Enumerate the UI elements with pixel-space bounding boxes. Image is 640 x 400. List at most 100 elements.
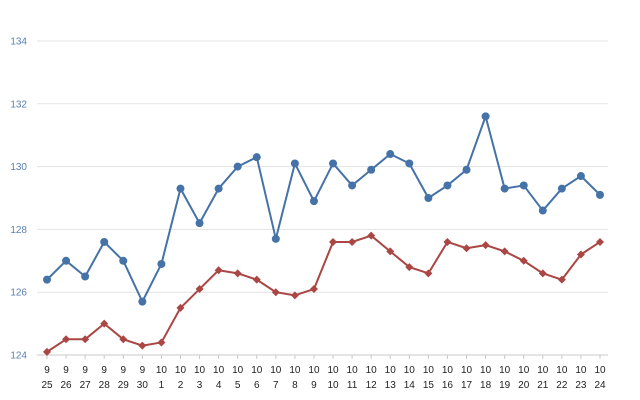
y-tick-label: 132 [10, 99, 27, 110]
x-tick-day: 19 [499, 380, 511, 391]
data-point [290, 159, 299, 168]
x-tick-month: 9 [44, 365, 50, 376]
data-point [100, 237, 109, 246]
data-point [386, 247, 395, 256]
data-point [557, 275, 566, 284]
y-tick-label: 134 [10, 37, 27, 48]
x-tick-day: 13 [385, 380, 397, 391]
data-point [329, 237, 338, 246]
data-point [271, 234, 280, 243]
data-point [214, 266, 223, 275]
data-point [576, 250, 585, 259]
x-tick-day: 24 [594, 380, 606, 391]
series-1 [43, 112, 604, 306]
data-point [81, 335, 90, 344]
data-point [195, 285, 204, 294]
data-point [519, 256, 528, 265]
x-tick-month: 10 [327, 365, 339, 376]
x-tick-month: 10 [556, 365, 568, 376]
data-point [386, 150, 395, 159]
x-tick-day: 6 [254, 380, 260, 391]
x-tick-month: 10 [308, 365, 320, 376]
data-point [462, 165, 471, 174]
y-tick-label: 128 [10, 225, 27, 236]
data-point [329, 159, 338, 168]
data-point [119, 256, 128, 265]
data-point [596, 237, 604, 246]
x-tick-month: 10 [461, 365, 473, 376]
data-point [62, 256, 71, 265]
x-tick-month: 10 [518, 365, 530, 376]
x-tick-day: 9 [311, 380, 317, 391]
x-tick-day: 17 [461, 380, 473, 391]
data-point [195, 219, 204, 228]
data-point [462, 244, 471, 253]
data-point [214, 184, 223, 193]
data-point [290, 291, 299, 300]
x-tick-month: 9 [120, 365, 126, 376]
data-point [481, 241, 490, 250]
x-tick-month: 10 [213, 365, 225, 376]
x-tick-month: 10 [499, 365, 511, 376]
data-point [157, 338, 166, 347]
data-point [176, 303, 185, 312]
x-tick-day: 26 [61, 380, 73, 391]
data-point [405, 263, 414, 272]
data-point [252, 275, 261, 284]
x-tick-day: 8 [292, 380, 298, 391]
data-point [271, 288, 280, 297]
data-point [119, 335, 128, 344]
data-point [481, 112, 490, 121]
gridlines [37, 40, 608, 293]
data-point [443, 181, 452, 190]
data-point [424, 194, 433, 202]
x-tick-month: 10 [442, 365, 454, 376]
x-tick-month: 10 [175, 365, 187, 376]
data-point [157, 259, 166, 268]
x-tick-day: 2 [178, 380, 184, 391]
data-point [43, 347, 51, 356]
data-point [500, 184, 509, 193]
data-point [309, 285, 318, 294]
x-axis: 9259269279289299301011021031041051061071… [37, 354, 608, 391]
x-tick-day: 28 [99, 380, 111, 391]
data-point [233, 269, 242, 278]
data-point [81, 272, 90, 281]
data-point [309, 197, 318, 206]
x-tick-day: 7 [273, 380, 279, 391]
y-tick-label: 126 [10, 288, 27, 299]
series-group [43, 112, 604, 356]
x-tick-month: 10 [156, 365, 168, 376]
x-tick-month: 9 [101, 365, 107, 376]
x-tick-day: 30 [137, 380, 149, 391]
data-point [367, 165, 376, 174]
x-tick-month: 10 [232, 365, 244, 376]
x-tick-month: 10 [194, 365, 206, 376]
x-tick-day: 4 [216, 380, 222, 391]
data-point [62, 335, 71, 344]
x-tick-day: 3 [197, 380, 203, 391]
data-point [538, 269, 547, 278]
data-point [348, 181, 357, 190]
x-tick-month: 10 [575, 365, 587, 376]
x-tick-month: 9 [63, 365, 69, 376]
x-tick-month: 10 [347, 365, 359, 376]
y-tick-label: 124 [10, 351, 27, 362]
data-point [367, 231, 376, 240]
x-tick-month: 10 [423, 365, 435, 376]
x-tick-month: 10 [289, 365, 301, 376]
data-point [252, 153, 261, 162]
x-tick-day: 5 [235, 380, 241, 391]
x-tick-day: 11 [347, 380, 358, 391]
x-tick-day: 22 [556, 380, 568, 391]
data-point [557, 184, 566, 193]
x-tick-day: 27 [80, 380, 92, 391]
x-tick-day: 1 [159, 380, 165, 391]
data-point [596, 190, 604, 199]
data-point [348, 237, 357, 246]
x-tick-day: 20 [518, 380, 530, 391]
data-point [138, 341, 147, 350]
x-tick-day: 15 [423, 380, 435, 391]
data-point [43, 275, 51, 284]
data-point [443, 237, 452, 246]
